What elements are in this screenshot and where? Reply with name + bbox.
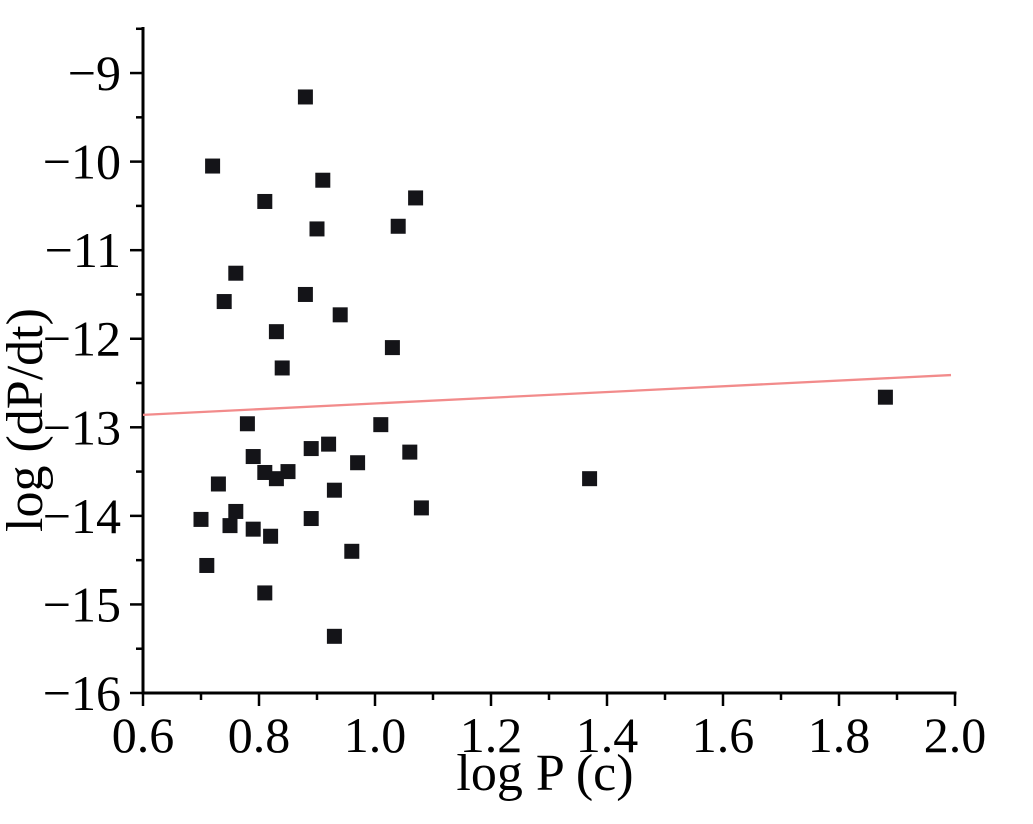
x-tick-label: 1.8 (808, 707, 871, 763)
axis-ticks (130, 27, 957, 706)
data-point (297, 89, 313, 105)
data-point (210, 476, 226, 492)
data-point (344, 543, 360, 559)
data-point (199, 557, 215, 573)
data-point (413, 500, 429, 516)
data-point (350, 455, 366, 471)
y-tick-label: −10 (43, 134, 121, 190)
data-point (216, 294, 232, 310)
data-point (326, 628, 342, 644)
data-point (228, 503, 244, 519)
data-point (263, 528, 279, 544)
data-point (408, 190, 424, 206)
y-tick-label: −12 (43, 311, 121, 367)
data-point (373, 417, 389, 433)
data-point (582, 471, 598, 487)
x-tick-label: 2.0 (924, 707, 987, 763)
data-point (315, 172, 331, 188)
y-tick-label: −11 (45, 222, 121, 278)
data-point (205, 158, 221, 174)
x-axis-title: log P (c) (456, 745, 633, 802)
data-point (257, 585, 273, 601)
data-point (390, 218, 406, 234)
x-tick-label: 1.2 (460, 707, 523, 763)
data-point (309, 221, 325, 237)
data-point (239, 416, 255, 432)
y-tick-label: −14 (43, 488, 121, 544)
y-tick-label: −13 (43, 399, 121, 455)
data-point (222, 518, 238, 534)
data-point (332, 307, 348, 323)
data-point (384, 340, 400, 356)
data-point (245, 449, 261, 465)
data-point (193, 511, 209, 527)
y-axis-title: log (dP/dt) (0, 308, 54, 532)
y-tick-label: −16 (43, 665, 121, 721)
data-point (245, 521, 261, 537)
x-tick-label: 0.8 (228, 707, 291, 763)
data-point (257, 464, 273, 480)
data-point (297, 286, 313, 302)
x-tick-label: 1.4 (576, 707, 639, 763)
x-tick-label: 1.0 (344, 707, 407, 763)
x-tick-label: 0.6 (112, 707, 175, 763)
data-point (303, 511, 319, 527)
data-point (321, 436, 337, 452)
data-point (280, 464, 296, 480)
data-point (303, 441, 319, 457)
y-tick-label: −9 (68, 45, 121, 101)
data-point (877, 389, 893, 405)
data-points-layer (193, 89, 893, 644)
data-point (274, 360, 290, 376)
data-point (402, 444, 418, 460)
trend-line (142, 373, 952, 417)
trend-line-layer (142, 373, 952, 417)
data-point (326, 482, 342, 498)
axis-tick-labels: 0.6 0.8 1.0 1.2 1.4 1.6 1.8 2.0 −16 −15 −14 −13 −12 −… (43, 45, 986, 763)
data-point (268, 471, 284, 487)
data-point (257, 193, 273, 209)
data-point (228, 265, 244, 281)
data-point (268, 324, 284, 340)
x-tick-label: 1.6 (692, 707, 755, 763)
y-tick-label: −15 (43, 576, 121, 632)
